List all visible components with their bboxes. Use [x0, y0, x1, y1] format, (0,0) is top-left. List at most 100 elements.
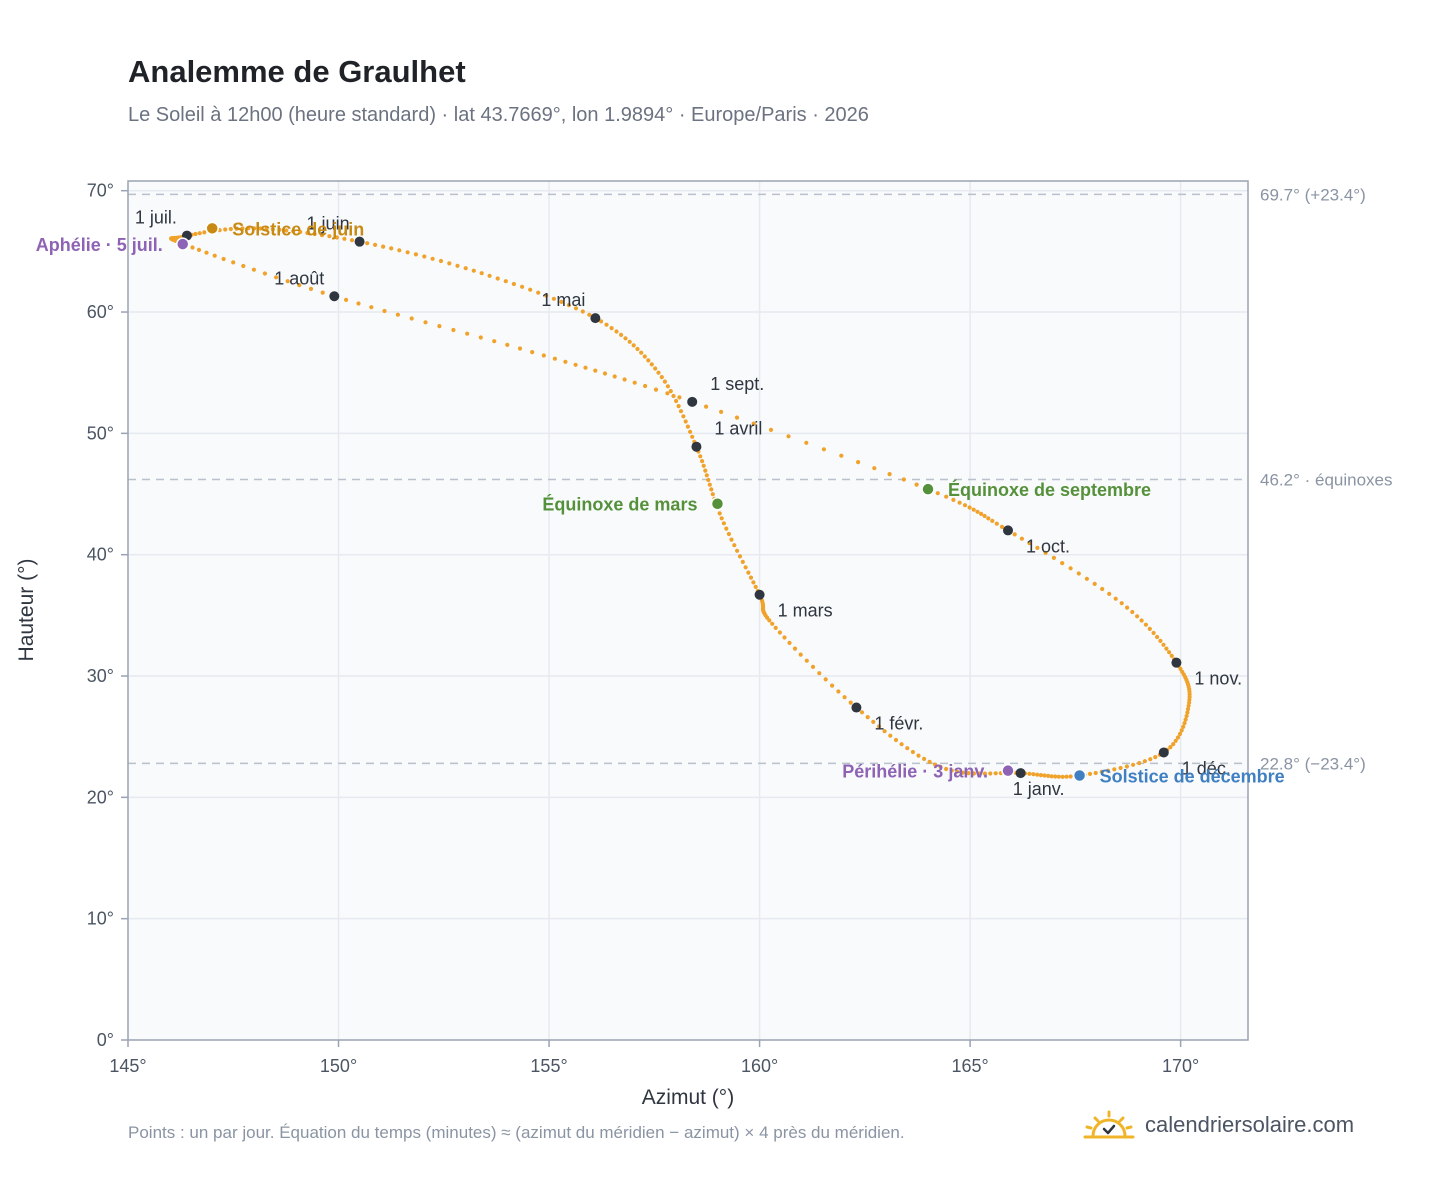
daily-point — [635, 346, 640, 352]
daily-point — [949, 768, 954, 773]
daily-point — [748, 575, 754, 580]
daily-point — [552, 356, 558, 361]
daily-point — [349, 238, 355, 243]
daily-point — [251, 267, 256, 272]
daily-point — [1112, 767, 1117, 772]
daily-point — [1167, 650, 1172, 655]
daily-point — [1182, 721, 1187, 726]
daily-point — [277, 227, 282, 232]
brand[interactable]: calendriersolaire.com — [1083, 1105, 1354, 1145]
daily-point — [804, 658, 809, 663]
daily-point — [938, 764, 943, 770]
daily-point — [944, 766, 949, 772]
event-markers: Aphélie · 5 juil. Solstice de juin Équinox… — [36, 219, 1285, 786]
daily-point — [1135, 614, 1140, 619]
month-marker — [1158, 747, 1169, 758]
daily-point — [798, 652, 803, 657]
daily-point — [413, 252, 418, 257]
daily-point — [656, 370, 661, 375]
daily-point — [1049, 774, 1054, 779]
daily-point — [737, 554, 743, 559]
daily-point — [609, 326, 614, 331]
daily-point — [810, 664, 816, 670]
daily-point — [334, 235, 339, 240]
daily-point — [914, 482, 919, 487]
axis-ticks: 145° 150° 155° 160° 165° 170° 0° 10° 20° 30° 40° 50… — [87, 181, 1199, 1076]
daily-point — [1068, 566, 1073, 571]
y-tick-label: 20° — [87, 787, 114, 807]
daily-point — [671, 393, 676, 399]
month-label: 1 juin — [307, 214, 350, 234]
daily-point — [395, 312, 400, 317]
month-marker — [1171, 657, 1182, 668]
daily-point — [1038, 773, 1043, 778]
daily-point — [933, 762, 938, 767]
daily-point — [659, 375, 664, 380]
daily-point — [583, 365, 588, 370]
daily-point — [1169, 653, 1174, 658]
event-marker — [175, 237, 190, 251]
x-tick-label: 160° — [741, 1056, 778, 1076]
daily-point — [751, 421, 756, 426]
daily-point — [382, 308, 387, 314]
daily-point — [1043, 550, 1048, 555]
daily-point — [685, 424, 691, 429]
daily-point — [593, 368, 598, 373]
daily-point — [409, 316, 414, 321]
daily-point — [274, 275, 279, 280]
daily-point — [1143, 622, 1148, 627]
daily-point — [662, 379, 668, 384]
daily-point — [710, 492, 715, 497]
daily-point — [683, 419, 688, 424]
daily-point — [842, 695, 847, 700]
daily-point — [726, 531, 732, 537]
daily-point — [653, 366, 658, 371]
daily-point — [231, 260, 236, 265]
month-label: 1 août — [274, 268, 324, 288]
daily-point — [839, 453, 844, 458]
daily-point — [599, 319, 604, 324]
x-tick-label: 165° — [951, 1056, 988, 1076]
grid-lines — [128, 181, 1248, 1040]
daily-point — [999, 524, 1005, 530]
daily-point — [530, 350, 535, 355]
daily-point — [982, 771, 988, 776]
daily-point — [1181, 724, 1186, 729]
daily-point — [1087, 771, 1093, 777]
daily-point — [777, 630, 783, 635]
daily-point — [994, 521, 999, 526]
daily-point — [792, 646, 798, 651]
daily-point — [717, 511, 722, 516]
y-tick-label: 40° — [87, 545, 114, 565]
daily-point — [690, 434, 695, 439]
daily-point — [297, 283, 302, 288]
daily-point — [622, 377, 627, 382]
daily-point — [1068, 774, 1073, 779]
daily-point — [284, 228, 289, 233]
daily-point — [1093, 770, 1098, 776]
daily-point — [471, 268, 476, 273]
daily-point — [465, 331, 470, 336]
daily-point — [319, 233, 325, 238]
daily-point — [830, 683, 835, 688]
daily-point — [856, 460, 861, 465]
daily-point — [786, 434, 791, 439]
daily-point — [1053, 774, 1058, 779]
month-label: 1 janv. — [1013, 779, 1065, 799]
daily-point — [1153, 755, 1158, 760]
daily-point — [709, 487, 714, 492]
daily-point — [988, 771, 993, 776]
event-label: Équinoxe de mars — [542, 494, 697, 515]
daily-point — [743, 565, 748, 570]
daily-point — [373, 242, 378, 247]
daily-point — [1131, 762, 1136, 767]
daily-point — [887, 472, 892, 477]
daily-point — [1051, 555, 1056, 561]
daily-point — [1107, 591, 1112, 597]
daily-point — [463, 266, 468, 271]
reference-line-label: 22.8° (−23.4°) — [1260, 754, 1366, 773]
daily-point — [804, 440, 809, 445]
daily-point — [916, 753, 921, 758]
daily-point — [1035, 545, 1040, 551]
daily-point — [975, 509, 980, 514]
